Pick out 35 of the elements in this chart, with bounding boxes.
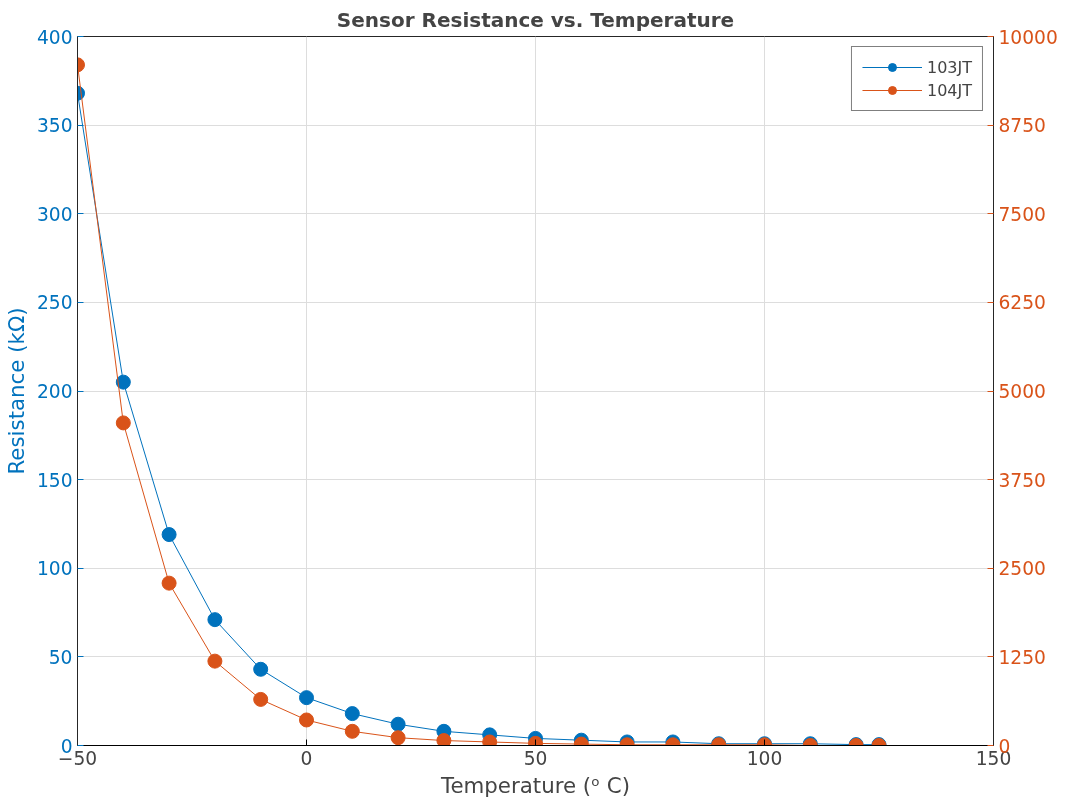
- y-tick-label: 400: [36, 26, 73, 48]
- point: [161, 527, 177, 543]
- point: [299, 690, 314, 706]
- point: [115, 374, 131, 390]
- point: [161, 575, 177, 591]
- y2-tick-label: 2500: [998, 558, 1046, 580]
- y-tick-label: 300: [36, 203, 73, 225]
- point: [436, 733, 452, 746]
- y2-tick-label: 1250: [998, 646, 1046, 668]
- y-tick-label: 100: [36, 558, 73, 580]
- y-tick-label: 200: [36, 381, 73, 402]
- y2-tick-label: 6250: [998, 292, 1046, 314]
- x-tick-label: 0: [300, 747, 313, 769]
- point: [115, 415, 131, 431]
- legend-label: 103JT: [926, 57, 972, 77]
- y-tick-label: 250: [36, 292, 73, 314]
- chart-title: Sensor Resistance vs. Temperature: [336, 7, 735, 32]
- point: [253, 661, 269, 677]
- x-tick-label: 50: [523, 747, 548, 769]
- y-tick-label: 50: [48, 646, 73, 668]
- y2-tick-label: 5000: [998, 381, 1046, 402]
- point: [482, 734, 498, 746]
- y2-tick-label: 7500: [998, 203, 1046, 225]
- x-axis-title: Temperature (ᵒ C): [439, 772, 631, 798]
- point: [207, 612, 223, 628]
- point: [390, 716, 406, 732]
- y2-tick-label: 10000: [998, 26, 1058, 48]
- y-tick-label: 350: [36, 115, 73, 137]
- legend-label: 104JT: [926, 80, 972, 100]
- y2-tick-label: 8750: [998, 115, 1046, 137]
- x-tick-label: 100: [746, 747, 783, 769]
- point: [344, 706, 360, 722]
- y-axis-title: Resistance (kΩ): [3, 307, 29, 475]
- y2-tick-label: 3750: [998, 469, 1046, 491]
- y-tick-label: 150: [36, 469, 73, 491]
